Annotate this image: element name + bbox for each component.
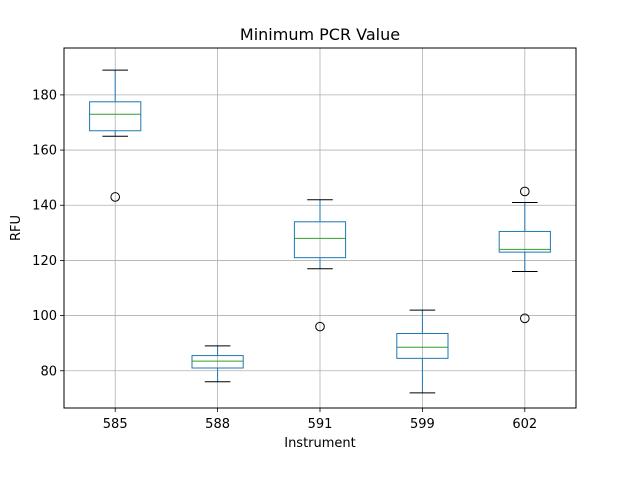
y-tick-label: 100 (32, 309, 57, 324)
iqr-box (498, 230, 551, 253)
y-tick-label: 140 (32, 199, 57, 214)
x-tick-label: 599 (410, 417, 435, 432)
x-axis-label: Instrument (284, 436, 356, 451)
y-tick-label: 180 (32, 88, 57, 103)
box-602 (498, 186, 551, 324)
grid-lines (64, 48, 576, 408)
y-tick-label: 120 (32, 254, 57, 269)
outlier-point (315, 321, 325, 332)
y-tick-label: 160 (32, 144, 57, 159)
box-599 (396, 309, 449, 394)
y-axis-label: RFU (9, 215, 24, 241)
outlier-point (520, 186, 530, 197)
boxes-layer (89, 69, 551, 394)
iqr-box (191, 355, 244, 369)
x-tick-label: 591 (308, 417, 333, 432)
x-tick-label: 602 (512, 417, 537, 432)
iqr-box (293, 221, 347, 259)
box-585 (89, 69, 142, 202)
x-tick-label: 585 (103, 417, 128, 432)
box-588 (191, 345, 244, 383)
iqr-box (396, 333, 449, 359)
iqr-box (89, 101, 142, 132)
box-591 (293, 199, 347, 332)
chart-title: Minimum PCR Value (240, 25, 400, 44)
outlier-point (520, 313, 530, 324)
outlier-point (110, 192, 120, 202)
axis-ticks: 80 100 120 140 160 180 585 588 591 599 602 (32, 88, 537, 432)
x-tick-label: 588 (205, 417, 230, 432)
y-tick-label: 80 (40, 364, 57, 379)
